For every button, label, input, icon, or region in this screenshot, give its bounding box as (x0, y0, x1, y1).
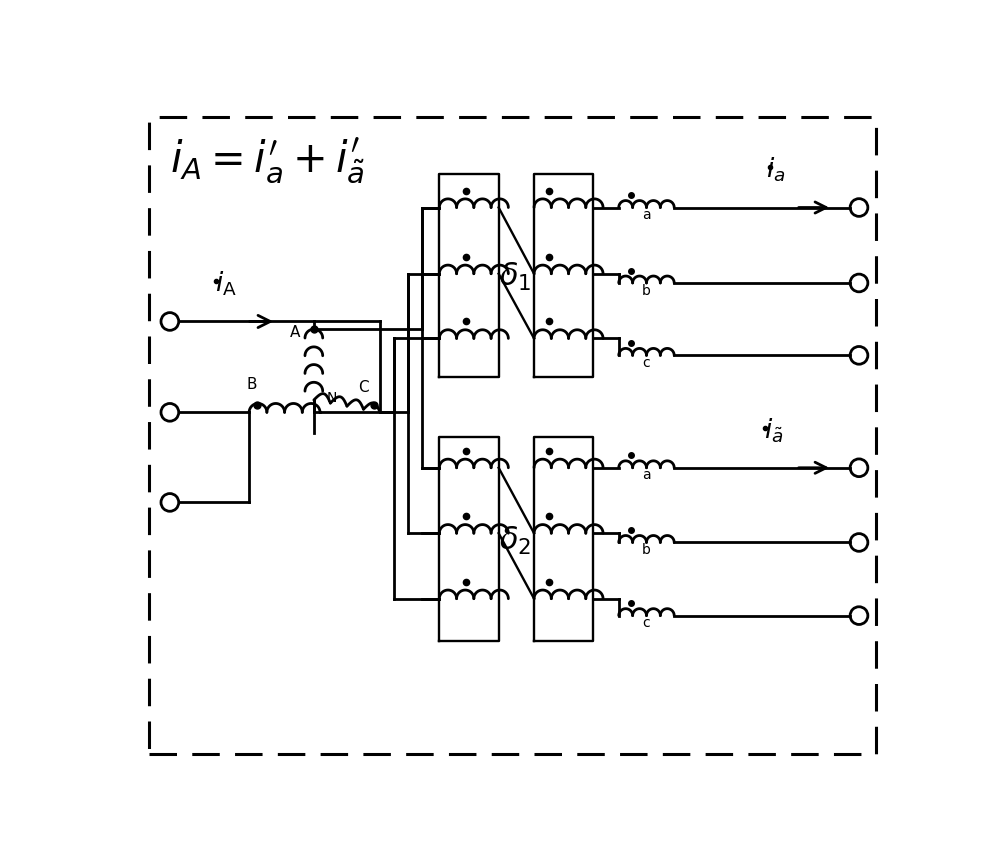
Text: $i_A = i_a' + i_{\tilde{a}}'$: $i_A = i_a' + i_{\tilde{a}}'$ (170, 136, 365, 186)
Text: a: a (642, 469, 651, 482)
Text: a: a (642, 208, 651, 222)
Text: b: b (642, 543, 651, 557)
Text: $i_{\tilde{a}}$: $i_{\tilde{a}}$ (764, 416, 784, 444)
Text: $i_a$: $i_a$ (766, 156, 786, 185)
Text: A: A (290, 324, 300, 340)
Text: c: c (643, 356, 650, 370)
Text: B: B (247, 377, 257, 393)
Text: $\delta_2$: $\delta_2$ (499, 525, 531, 557)
Text: $i_{\rm A}$: $i_{\rm A}$ (215, 270, 237, 299)
Text: N: N (326, 392, 337, 406)
Text: c: c (643, 616, 650, 630)
Text: b: b (642, 284, 651, 298)
Text: C: C (358, 381, 368, 395)
Text: $\delta_1$: $\delta_1$ (499, 261, 531, 293)
